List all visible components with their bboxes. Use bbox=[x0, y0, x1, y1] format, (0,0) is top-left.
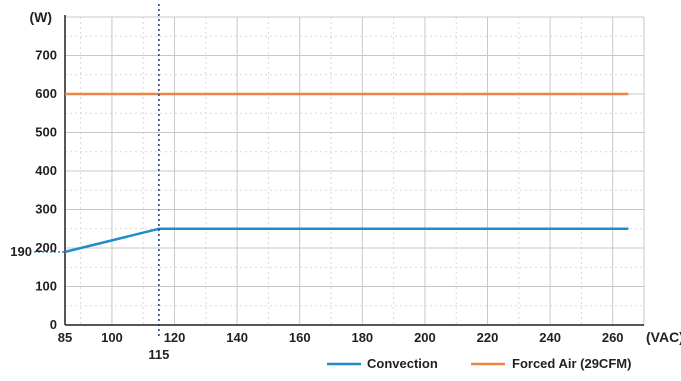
x-tick-label: 240 bbox=[539, 330, 561, 345]
y-tick-label: 700 bbox=[35, 48, 57, 63]
y-tick-label: 300 bbox=[35, 202, 57, 217]
legend-label: Forced Air (29CFM) bbox=[512, 356, 631, 371]
legend-label: Convection bbox=[367, 356, 438, 371]
y-tick-label: 100 bbox=[35, 279, 57, 294]
x-axis-unit-label: (VAC) bbox=[646, 329, 681, 345]
x-tick-label: 180 bbox=[351, 330, 373, 345]
y-axis-unit-label: (W) bbox=[29, 9, 52, 25]
grid bbox=[65, 16, 645, 325]
legend: Convection Forced Air (29CFM) bbox=[327, 356, 631, 371]
axes bbox=[64, 15, 644, 326]
y-tick-label: 400 bbox=[35, 163, 57, 178]
y-tick-label: 0 bbox=[50, 317, 57, 332]
x-tick-label: 100 bbox=[101, 330, 123, 345]
x-tick-label: 200 bbox=[414, 330, 436, 345]
y-tick-label: 500 bbox=[35, 125, 57, 140]
tick-labels: 0 100 200 300 400 500 600 700 (W) 85 100 120 140 160 1… bbox=[29, 9, 681, 345]
series-lines bbox=[64, 92, 629, 254]
y-tick-label: 600 bbox=[35, 86, 57, 101]
x-tick-label: 260 bbox=[602, 330, 624, 345]
x-tick-label: 160 bbox=[289, 330, 311, 345]
horizontal-marker-label: 190 bbox=[10, 244, 32, 259]
vertical-marker-label: 115 bbox=[148, 347, 169, 362]
x-tick-label: 220 bbox=[477, 330, 499, 345]
y-tick-label: 200 bbox=[35, 240, 57, 255]
x-tick-label: 120 bbox=[164, 330, 186, 345]
x-tick-label: 140 bbox=[226, 330, 248, 345]
reference-markers: 115 190 bbox=[10, 4, 169, 362]
series-line-convection bbox=[64, 227, 629, 254]
x-tick-label: 85 bbox=[58, 330, 72, 345]
